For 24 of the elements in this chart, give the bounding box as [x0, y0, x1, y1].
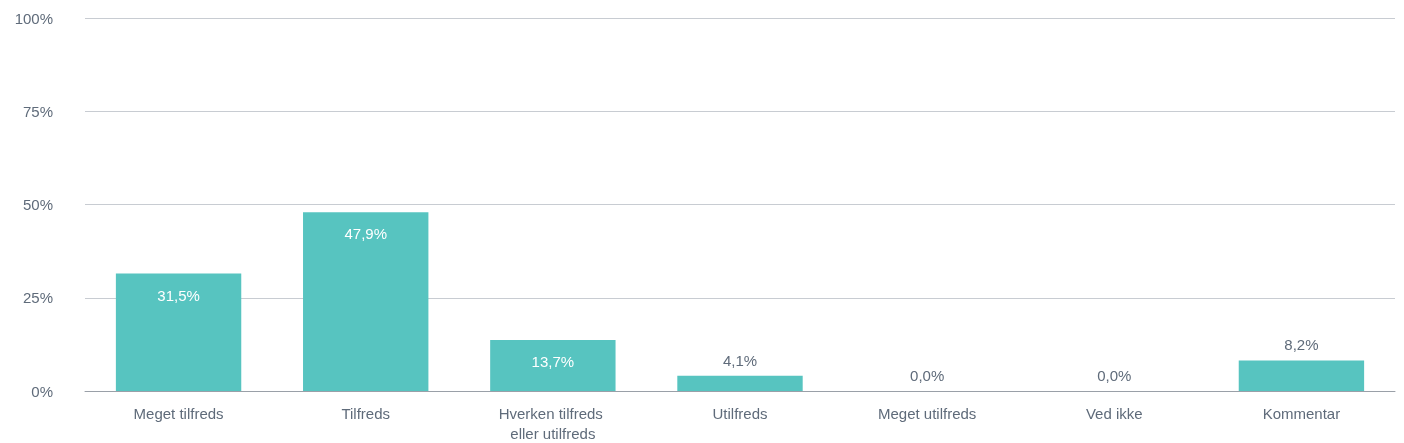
data-label: 4,1%: [722, 351, 758, 369]
x-tick-label: Ved ikke: [1085, 404, 1143, 422]
x-tick-label: Hverken tilfreds eller utilfreds: [498, 404, 608, 442]
y-tick-label: 0%: [31, 382, 53, 400]
y-tick-label: 50%: [22, 196, 53, 213]
x-tick-label: Utilfreds: [712, 404, 768, 422]
bar: [490, 339, 616, 391]
y-tick-label: 100%: [14, 9, 53, 27]
x-tick-label: Kommentar: [1262, 404, 1341, 422]
y-tick-label: 25%: [22, 289, 53, 307]
data-label: 13,7%: [531, 352, 575, 370]
data-label: 47,9%: [344, 225, 387, 243]
bar: [303, 212, 429, 391]
data-label: 0,0%: [1097, 367, 1132, 384]
data-label: 0,0%: [910, 367, 945, 384]
x-tick-label: Meget tilfreds: [133, 404, 224, 422]
x-tick-label: Meget utilfreds: [877, 404, 977, 422]
bar: [1238, 360, 1365, 391]
data-label: 8,2%: [1284, 336, 1319, 354]
y-tick-label: 75%: [22, 102, 53, 120]
data-label: 31,5%: [157, 286, 200, 304]
bar: [677, 375, 803, 391]
bar: [115, 273, 242, 391]
x-tick-label: Tilfreds: [341, 404, 391, 422]
